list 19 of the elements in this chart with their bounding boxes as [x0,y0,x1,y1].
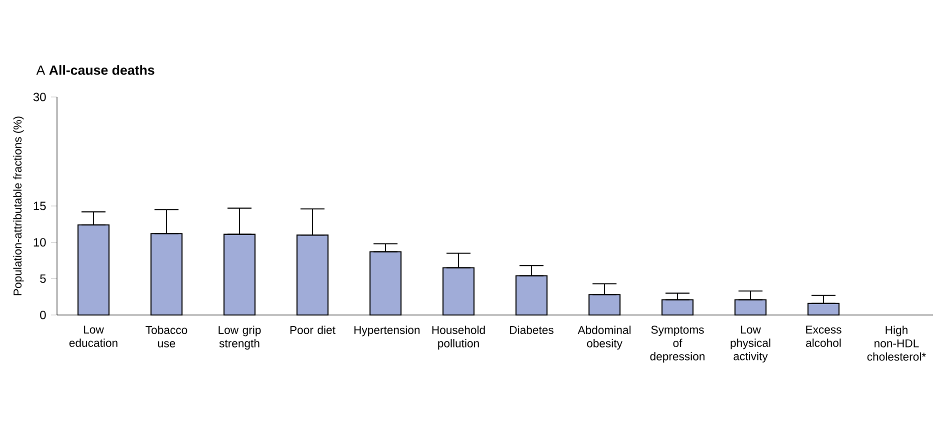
y-tick-label: 10 [34,238,46,247]
x-tick-label: Abdominal obesity [578,326,631,350]
x-tick-label: Excess alcohol [806,326,842,347]
x-tick-label: Tobacco use [146,326,188,348]
x-tick-label: Symptoms of depression [650,326,704,363]
y-tick-label: 5 [40,274,46,283]
x-tick-label: Hypertension [354,326,420,336]
y-tick-label: 0 [40,310,46,320]
y-tick-label: 30 [33,92,46,102]
x-tick-label: Low education [69,326,118,347]
y-tick-label: 15 [34,202,46,210]
x-tick-label: Low physical activity [730,326,770,362]
x-tick-label: Diabetes [510,326,554,334]
x-tick-label: High non-HDL cholesterol* [867,326,926,361]
x-tick-label: Household pollution [432,326,485,350]
x-tick-label: Low grip strength [218,326,261,350]
x-tick-label: Poor diet [290,326,336,334]
chart-title: A All-cause deaths [36,65,154,75]
y-axis-title: Population-attributable fractions (%) [13,116,24,296]
